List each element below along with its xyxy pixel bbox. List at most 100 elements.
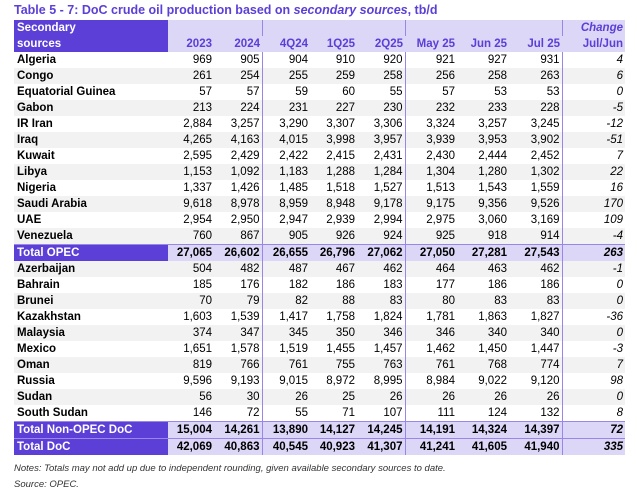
value-cell: 256	[405, 68, 457, 84]
table-row: Malaysia 374 347 345 350 346 346 340 340 0	[14, 325, 625, 341]
value-cell: 3,257	[478, 118, 507, 130]
value-cell: 79	[214, 293, 263, 309]
change-cell: 0	[562, 293, 625, 309]
row-label: Mexico	[17, 343, 56, 355]
value-cell: 1,519	[279, 343, 308, 355]
column-header: 4Q24	[262, 36, 310, 52]
value-cell: 14,261	[214, 421, 263, 439]
value-cell: 56	[168, 389, 214, 405]
value-cell: 83	[509, 293, 563, 309]
value-cell: 72	[214, 405, 263, 422]
table-row: Kazakhstan 1,603 1,539 1,417 1,758 1,824 1,781…	[14, 309, 625, 325]
value-cell: 819	[168, 357, 214, 373]
value-cell: 9,526	[509, 196, 563, 212]
change-cell: 0	[616, 86, 623, 98]
value-cell: 40,863	[214, 438, 263, 455]
value-cell: 1,092	[214, 164, 263, 180]
change-cell: 335	[562, 438, 625, 455]
value-cell: 42,069	[168, 438, 214, 455]
header-change: Change	[562, 20, 625, 36]
notes: Notes: Totals may not add up due to inde…	[14, 463, 446, 474]
value-cell: 9,193	[214, 373, 263, 389]
value-cell: 27,543	[509, 244, 563, 261]
value-cell: 26	[405, 389, 457, 405]
value-cell: 27,281	[457, 244, 509, 261]
header-row-1: Secondary Change	[14, 20, 625, 36]
value-cell: 1,578	[214, 341, 263, 357]
value-cell: 345	[262, 325, 310, 341]
change-cell: -36	[606, 311, 623, 323]
value-cell: 4,163	[214, 132, 263, 148]
row-label: Iraq	[14, 132, 168, 148]
change-cell: 170	[562, 196, 625, 212]
value-cell: 186	[335, 279, 355, 291]
table-row: Libya 1,153 1,092 1,183 1,288 1,284 1,304 1,280…	[14, 164, 625, 180]
table-row: Equatorial Guinea 57 57 59 60 55 57 53 53 0	[14, 84, 625, 100]
value-cell: 41,241	[405, 438, 457, 455]
value-cell: 340	[457, 325, 509, 341]
value-cell: 26	[457, 389, 509, 405]
value-cell: 774	[509, 357, 563, 373]
row-label: Saudi Arabia	[14, 196, 168, 212]
value-cell: 146	[192, 407, 212, 419]
value-cell: 259	[310, 68, 357, 84]
value-cell: 228	[509, 100, 563, 116]
table-row: Gabon 213 224 231 227 230 232 233 228 -5	[14, 100, 625, 116]
value-cell: 766	[214, 357, 263, 373]
column-header: 1Q25	[310, 36, 357, 52]
value-cell: 1,447	[509, 341, 563, 357]
value-cell: 904	[288, 54, 308, 66]
value-cell: 1,651	[183, 343, 212, 355]
value-cell: 132	[509, 405, 563, 422]
value-cell: 230	[357, 100, 406, 116]
value-cell: 8,978	[214, 196, 263, 212]
change-cell: 16	[610, 182, 623, 194]
change-cell: -12	[606, 118, 623, 130]
value-cell: 30	[214, 389, 263, 405]
value-cell: 176	[214, 277, 263, 293]
value-cell: 763	[357, 357, 406, 373]
header-row-2: sources 2023 2024 4Q24 1Q25 2Q25 May 25 Jun 25 J…	[14, 36, 625, 52]
value-cell: 9,356	[457, 196, 509, 212]
value-cell: 8,959	[262, 196, 310, 212]
row-label: Total OPEC	[14, 244, 168, 261]
table-row: Azerbaijan 504 482 487 467 462 464 463 462 -1	[14, 261, 625, 277]
table-row: UAE 2,954 2,950 2,947 2,939 2,994 2,975 3,060 3,…	[14, 212, 625, 228]
value-cell: 1,527	[357, 180, 406, 196]
value-cell: 186	[509, 277, 563, 293]
value-cell: 26	[357, 389, 406, 405]
row-label: Venezuela	[14, 228, 168, 245]
value-cell: 53	[509, 84, 563, 100]
value-cell: 2,884	[183, 118, 212, 130]
table-row: Russia 9,596 9,193 9,015 8,972 8,995 8,984 9,02…	[14, 373, 625, 389]
value-cell: 1,513	[426, 182, 455, 194]
table-title: Table 5 - 7: DoC crude oil production ba…	[14, 3, 437, 17]
value-cell: 57	[442, 86, 455, 98]
change-cell: 0	[562, 389, 625, 405]
value-cell: 111	[437, 407, 455, 419]
change-cell: -5	[562, 100, 625, 116]
table-row: Congo 261 254 255 259 258 256 258 263 6	[14, 68, 625, 84]
value-cell: 9,596	[183, 375, 212, 387]
row-label: Kuwait	[17, 150, 55, 162]
value-cell: 755	[310, 357, 357, 373]
value-cell: 177	[435, 279, 455, 291]
value-cell: 1,781	[426, 311, 455, 323]
value-cell: 768	[457, 357, 509, 373]
value-cell: 9,015	[279, 375, 308, 387]
row-label: Kazakhstan	[17, 311, 81, 323]
value-cell: 258	[457, 68, 509, 84]
value-cell: 920	[357, 52, 406, 68]
change-cell: 0	[616, 279, 623, 291]
value-cell: 26	[262, 389, 310, 405]
value-cell: 9,618	[168, 196, 214, 212]
value-cell: 914	[509, 228, 563, 245]
row-label: Equatorial Guinea	[17, 86, 116, 98]
value-cell: 40,545	[262, 438, 310, 455]
value-cell: 3,306	[357, 116, 406, 132]
value-cell: 2,595	[183, 150, 212, 162]
value-cell: 213	[168, 100, 214, 116]
value-cell: 969	[192, 54, 212, 66]
value-cell: 60	[342, 86, 355, 98]
change-cell: 0	[562, 325, 625, 341]
